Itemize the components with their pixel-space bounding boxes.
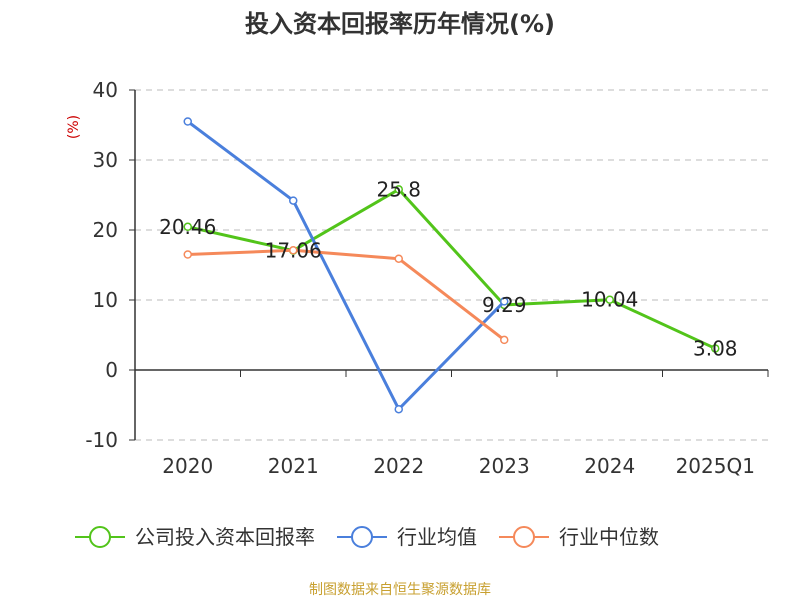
y-axis-label: (%) bbox=[66, 115, 82, 139]
data-label: 20.46 bbox=[159, 215, 216, 239]
x-tick-label: 2023 bbox=[479, 454, 530, 478]
legend-label: 行业中位数 bbox=[559, 525, 659, 549]
series-line bbox=[186, 120, 506, 411]
y-tick-label: 40 bbox=[93, 78, 118, 102]
series-0 bbox=[183, 185, 720, 353]
axes: -10 0 10 20 30 40 2020 2021 2022 2023 2024 2025Q1 bbox=[85, 78, 769, 478]
y-tick-label: 20 bbox=[93, 218, 118, 242]
legend-marker bbox=[351, 526, 373, 548]
data-label: 3.08 bbox=[693, 336, 738, 360]
legend-label: 公司投入资本回报率 bbox=[135, 525, 315, 549]
chart-title: 投入资本回报率历年情况(%) bbox=[245, 10, 555, 38]
data-point bbox=[289, 196, 298, 205]
data-point bbox=[183, 250, 192, 259]
legend-item: 行业中位数 bbox=[499, 525, 659, 549]
data-label: 17.06 bbox=[265, 239, 322, 263]
x-tick-label: 2025Q1 bbox=[676, 454, 755, 478]
legend-marker bbox=[89, 526, 111, 548]
legend-marker bbox=[513, 526, 535, 548]
series-line bbox=[187, 187, 716, 350]
source-note: 制图数据来自恒生聚源数据库 bbox=[309, 582, 491, 598]
data-point bbox=[183, 117, 192, 126]
legend-item: 行业均值 bbox=[337, 525, 477, 549]
data-point bbox=[394, 254, 403, 263]
y-tick-label: -10 bbox=[85, 428, 118, 452]
x-tick-label: 2024 bbox=[584, 454, 635, 478]
data-point bbox=[183, 222, 192, 232]
y-tick-label: 0 bbox=[105, 358, 118, 382]
x-tick-label: 2021 bbox=[268, 454, 319, 478]
data-point bbox=[289, 246, 298, 255]
x-tick-label: 2022 bbox=[373, 454, 424, 478]
data-label: 10.04 bbox=[581, 288, 638, 312]
data-labels: 20.46 17.06 25.8 9.29 10.04 3.08 bbox=[159, 177, 737, 360]
x-tick-label: 2020 bbox=[162, 454, 213, 478]
y-tick-label: 10 bbox=[93, 288, 118, 312]
data-label: 9.29 bbox=[482, 293, 527, 317]
legend-item: 公司投入资本回报率 bbox=[75, 525, 315, 549]
legend: 公司投入资本回报率 行业均值 行业中位数 bbox=[75, 525, 659, 549]
series-layer bbox=[183, 117, 720, 414]
data-label: 25.8 bbox=[376, 177, 421, 201]
series-2 bbox=[183, 246, 509, 345]
data-point bbox=[394, 185, 403, 194]
gridlines bbox=[135, 89, 768, 441]
data-point bbox=[500, 335, 509, 345]
data-point bbox=[711, 344, 720, 353]
data-point bbox=[605, 295, 614, 304]
y-tick-label: 30 bbox=[93, 148, 118, 172]
series-line bbox=[187, 248, 506, 342]
data-point bbox=[500, 297, 509, 306]
series-1 bbox=[183, 117, 509, 414]
legend-label: 行业均值 bbox=[397, 525, 477, 549]
data-point bbox=[394, 404, 403, 414]
